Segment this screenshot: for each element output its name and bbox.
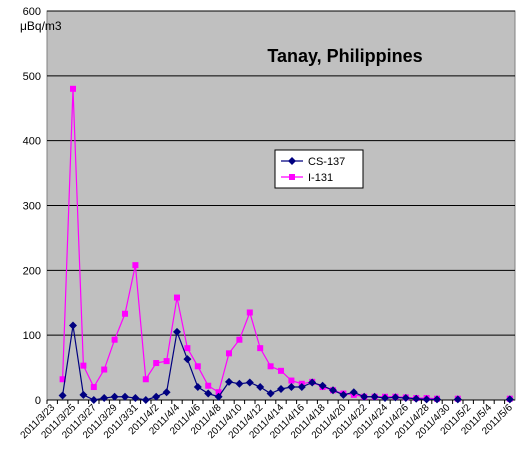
data-point — [122, 310, 128, 317]
data-point — [193, 383, 202, 392]
data-point — [246, 309, 253, 316]
data-point — [226, 350, 232, 357]
data-point — [235, 379, 244, 388]
data-point — [288, 377, 295, 384]
data-point — [204, 389, 213, 398]
data-point — [70, 85, 76, 92]
data-point — [183, 355, 192, 364]
data-point — [110, 392, 119, 401]
data-point — [329, 386, 337, 395]
legend-label: I-131 — [308, 172, 333, 184]
data-point — [225, 377, 233, 386]
data-point — [391, 393, 400, 402]
y-tick-label: 0 — [35, 395, 41, 407]
data-point — [173, 327, 181, 336]
data-point — [69, 321, 77, 330]
data-point — [370, 392, 379, 401]
data-point — [90, 384, 97, 391]
data-point — [245, 378, 254, 387]
legend-marker — [289, 174, 295, 180]
data-point — [89, 396, 98, 404]
data-point — [256, 383, 265, 392]
data-point — [142, 376, 149, 383]
data-point — [339, 390, 348, 399]
data-point — [433, 395, 441, 404]
y-tick-label: 400 — [23, 136, 41, 148]
data-point — [266, 389, 275, 398]
data-point — [360, 392, 369, 401]
data-point — [132, 262, 139, 269]
data-point — [277, 384, 285, 393]
legend-label: CS-137 — [308, 156, 345, 168]
y-tick-label: 200 — [23, 265, 41, 277]
data-point — [100, 394, 109, 403]
data-point — [267, 363, 274, 370]
data-point — [215, 389, 222, 396]
data-point — [236, 336, 243, 343]
data-point — [153, 360, 160, 367]
data-point — [141, 396, 150, 404]
y-tick-label: 300 — [23, 201, 41, 213]
data-point — [194, 363, 201, 370]
data-point — [59, 376, 66, 383]
data-point — [121, 392, 129, 401]
data-point — [131, 394, 140, 403]
data-point — [257, 345, 264, 352]
data-point — [205, 382, 212, 389]
data-point — [214, 392, 223, 401]
data-point — [308, 378, 317, 387]
data-point — [505, 395, 514, 404]
data-point — [401, 394, 410, 403]
data-point — [111, 336, 118, 343]
data-point — [184, 345, 191, 352]
y-tick-label: 500 — [23, 71, 41, 83]
data-point — [318, 381, 327, 390]
data-point — [453, 395, 462, 404]
data-point — [422, 395, 431, 404]
y-tick-label: 100 — [23, 330, 41, 342]
data-point — [278, 367, 284, 374]
data-point — [381, 394, 389, 403]
data-point — [101, 366, 108, 373]
data-point — [79, 390, 88, 399]
legend-marker — [288, 157, 296, 165]
data-point — [152, 392, 161, 401]
data-point — [174, 294, 180, 301]
data-point — [297, 383, 306, 392]
y-tick-label: 600 — [23, 6, 41, 18]
data-point — [163, 358, 170, 365]
chart-title: Tanay, Philippines — [267, 46, 422, 66]
data-point — [162, 388, 171, 397]
y-axis-label: μBq/m3 — [20, 19, 62, 33]
data-point — [58, 391, 67, 400]
data-point — [80, 362, 87, 369]
data-point — [349, 388, 358, 397]
data-point — [287, 383, 296, 392]
legend-box — [274, 149, 364, 189]
data-point — [412, 394, 421, 403]
